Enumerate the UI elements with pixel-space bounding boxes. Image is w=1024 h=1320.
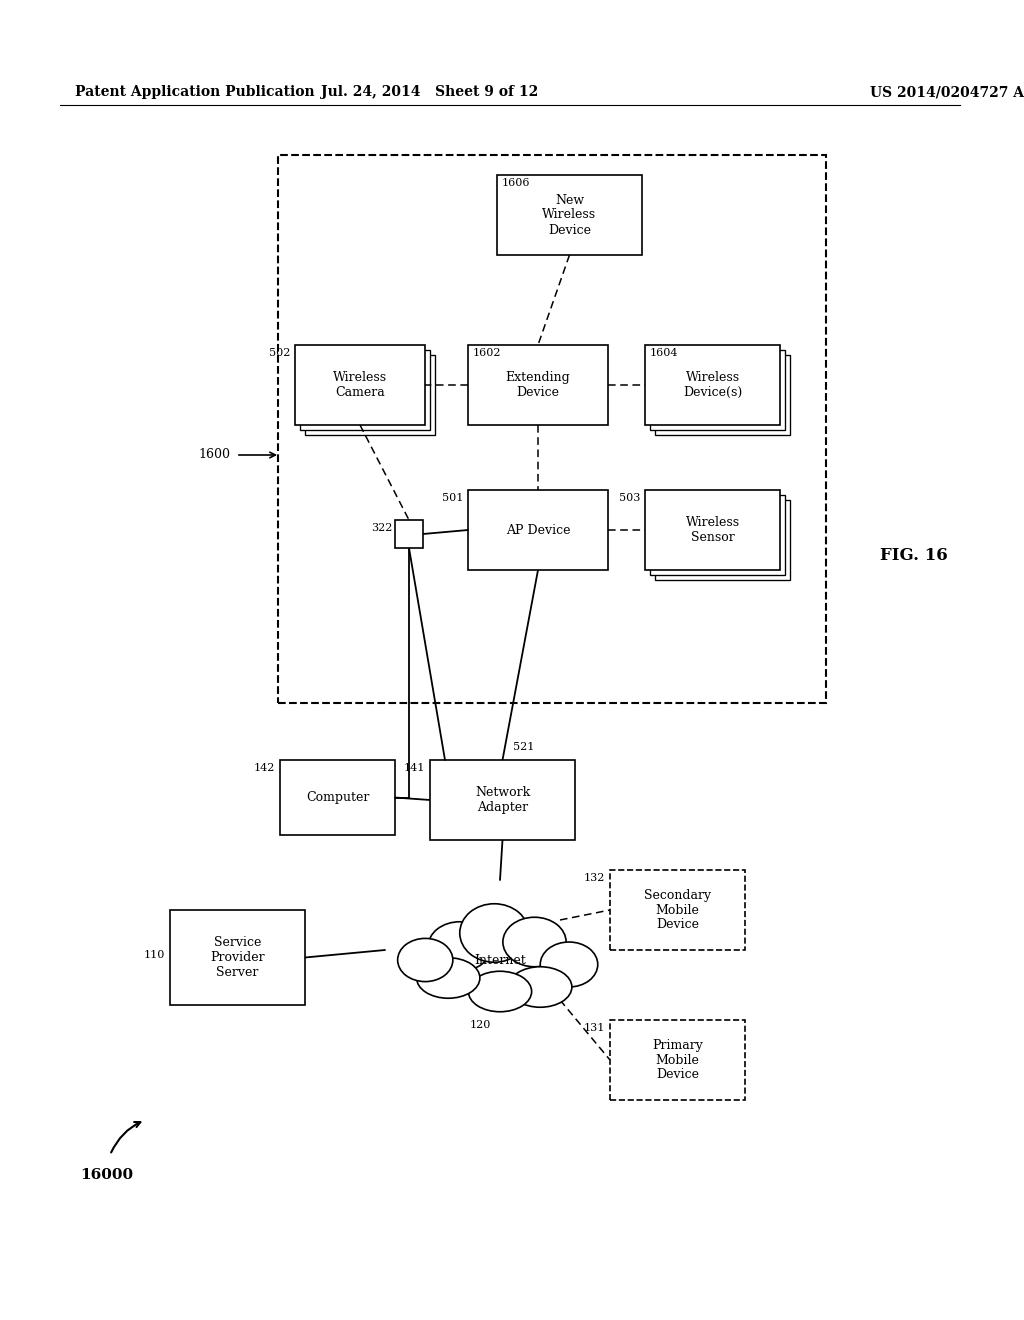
Bar xyxy=(650,350,785,430)
Text: 131: 131 xyxy=(584,1023,605,1034)
Text: 503: 503 xyxy=(618,492,640,503)
Text: 141: 141 xyxy=(403,763,425,774)
Text: Secondary
Mobile
Device: Secondary Mobile Device xyxy=(644,888,711,932)
Text: New
Wireless
Device: New Wireless Device xyxy=(543,194,597,236)
Text: 110: 110 xyxy=(143,950,165,960)
Bar xyxy=(170,909,305,1005)
Text: Network
Adapter: Network Adapter xyxy=(475,785,530,814)
Bar xyxy=(468,345,608,425)
Text: 521: 521 xyxy=(512,742,534,752)
Bar xyxy=(650,495,785,576)
Text: Extending
Device: Extending Device xyxy=(506,371,570,399)
Bar xyxy=(655,500,790,579)
Bar xyxy=(497,176,642,255)
Bar xyxy=(300,350,430,430)
Text: FIG. 16: FIG. 16 xyxy=(880,546,948,564)
Text: AP Device: AP Device xyxy=(506,524,570,536)
Text: 322: 322 xyxy=(371,523,392,533)
Bar xyxy=(645,490,780,570)
Text: Internet: Internet xyxy=(474,953,526,966)
Text: Wireless
Sensor: Wireless Sensor xyxy=(685,516,739,544)
Text: Jul. 24, 2014   Sheet 9 of 12: Jul. 24, 2014 Sheet 9 of 12 xyxy=(322,84,539,99)
Text: 16000: 16000 xyxy=(80,1168,133,1181)
Text: 1606: 1606 xyxy=(502,178,530,187)
Ellipse shape xyxy=(460,904,528,962)
Text: 502: 502 xyxy=(268,348,290,358)
Bar xyxy=(655,355,790,436)
Text: Wireless
Camera: Wireless Camera xyxy=(333,371,387,399)
Bar xyxy=(395,520,423,548)
Text: 501: 501 xyxy=(441,492,463,503)
Bar xyxy=(645,345,780,425)
Text: 1604: 1604 xyxy=(650,348,679,358)
Ellipse shape xyxy=(397,939,453,982)
Ellipse shape xyxy=(503,917,566,966)
Text: 1602: 1602 xyxy=(473,348,502,358)
Bar xyxy=(610,1020,745,1100)
Ellipse shape xyxy=(509,966,571,1007)
Bar xyxy=(278,154,826,704)
Ellipse shape xyxy=(417,958,480,998)
Bar xyxy=(295,345,425,425)
Text: Primary
Mobile
Device: Primary Mobile Device xyxy=(652,1039,702,1081)
Bar xyxy=(468,490,608,570)
Text: Wireless
Device(s): Wireless Device(s) xyxy=(683,371,742,399)
Bar xyxy=(430,760,575,840)
Text: Service
Provider
Server: Service Provider Server xyxy=(210,936,265,979)
Bar xyxy=(305,355,435,436)
Text: 142: 142 xyxy=(254,763,275,774)
Text: US 2014/0204727 A1: US 2014/0204727 A1 xyxy=(870,84,1024,99)
Ellipse shape xyxy=(468,972,531,1011)
Bar xyxy=(280,760,395,836)
Text: Patent Application Publication: Patent Application Publication xyxy=(75,84,314,99)
Ellipse shape xyxy=(428,921,492,972)
Text: Computer: Computer xyxy=(306,791,370,804)
Text: 1600: 1600 xyxy=(198,449,230,462)
Text: 132: 132 xyxy=(584,873,605,883)
Ellipse shape xyxy=(541,942,598,987)
Text: 120: 120 xyxy=(470,1020,492,1030)
Bar xyxy=(610,870,745,950)
